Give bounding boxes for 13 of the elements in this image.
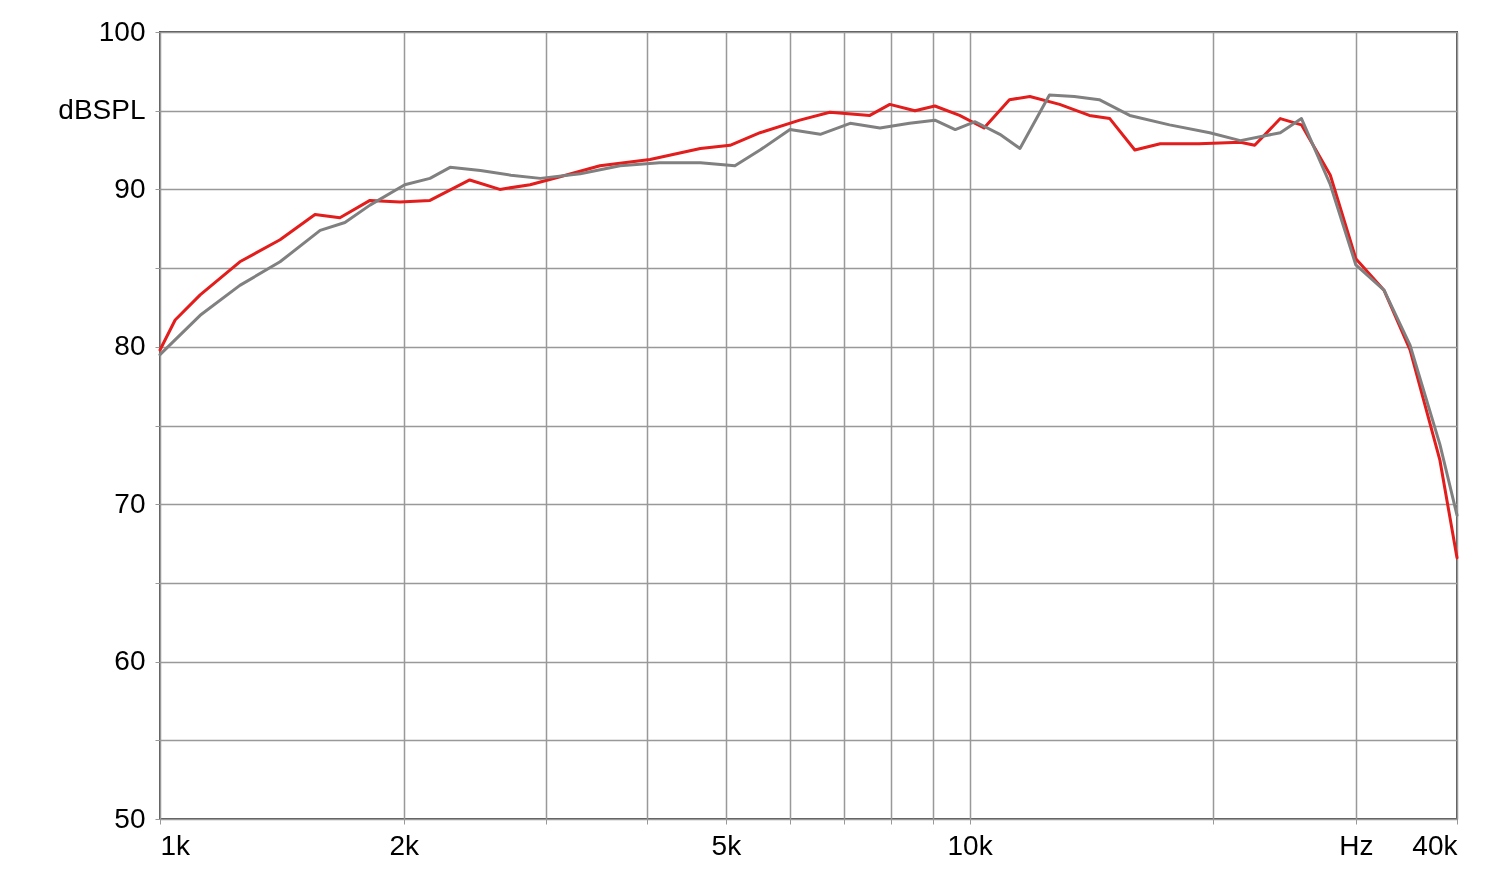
x-tick-label: 10k (947, 829, 994, 861)
y-tick-label: 60 (114, 645, 146, 677)
y-tick-label: 100 (98, 15, 146, 47)
y-tick-label: 50 (114, 802, 146, 834)
x-tick-label: Hz (1339, 829, 1374, 861)
x-tick-label: 5k (711, 829, 743, 861)
y-tick-label: 90 (114, 172, 146, 204)
x-tick-label: 1k (160, 829, 192, 861)
y-tick-label: 70 (114, 487, 146, 519)
x-tick-label: 2k (389, 829, 420, 861)
y-tick-label: dBSPL (58, 94, 146, 126)
y-tick-label: 80 (114, 330, 146, 362)
x-tick-label: 40k (1412, 829, 1459, 861)
